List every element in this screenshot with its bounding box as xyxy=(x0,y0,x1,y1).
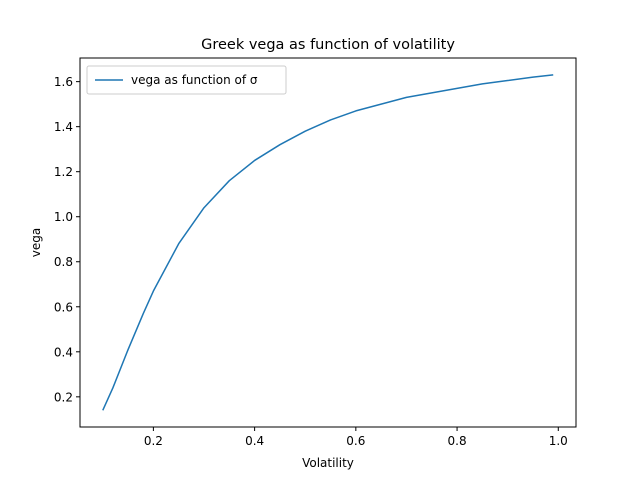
y-tick-label: 0.6 xyxy=(54,300,73,314)
x-tick-label: 0.6 xyxy=(346,434,365,448)
y-tick-label: 1.4 xyxy=(54,120,73,134)
plot-area xyxy=(102,74,554,411)
x-tick-label: 0.8 xyxy=(448,434,467,448)
x-axis-label: Volatility xyxy=(302,456,354,470)
legend-box xyxy=(86,65,287,95)
x-tick-label: 0.2 xyxy=(144,434,163,448)
x-tick-label: 1.0 xyxy=(549,434,568,448)
legend: vega as function of σ xyxy=(86,65,287,95)
legend-label: vega as function of σ xyxy=(131,73,258,87)
x-tick-label: 0.4 xyxy=(245,434,264,448)
y-tick-label: 1.6 xyxy=(54,75,73,89)
y-axis-label: vega xyxy=(29,228,43,257)
plot-frame xyxy=(79,57,577,428)
y-tick-label: 0.8 xyxy=(54,255,73,269)
y-tick-label: 0.2 xyxy=(54,390,73,404)
y-tick-label: 0.4 xyxy=(54,345,73,359)
x-axis: 0.2 0.4 0.6 0.8 1.0 xyxy=(144,427,568,448)
y-axis: 0.2 0.4 0.6 0.8 1.0 1.2 1.4 1.6 xyxy=(54,75,80,404)
series-line-0 xyxy=(102,74,554,411)
y-tick-label: 1.2 xyxy=(54,165,73,179)
chart-title: Greek vega as function of volatility xyxy=(201,37,455,53)
y-tick-label: 1.0 xyxy=(54,210,73,224)
